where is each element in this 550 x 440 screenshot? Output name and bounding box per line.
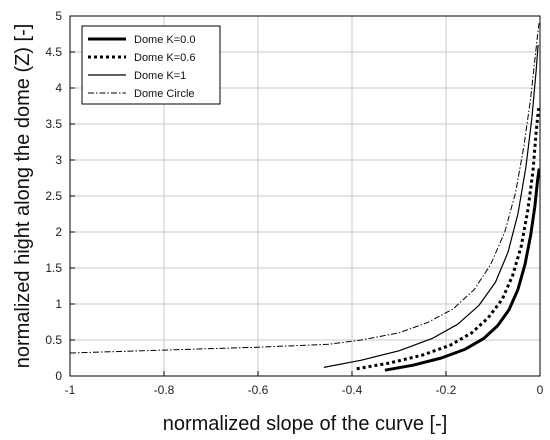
x-tick-label: -0.4 [342, 383, 363, 397]
x-tick-label: -0.6 [248, 383, 269, 397]
y-tick-label: 1.5 [45, 261, 62, 275]
series-lines [69, 23, 541, 372]
y-axis-title: normalized hight along the dome (Z) [-] [12, 24, 34, 369]
legend-label: Dome K=1 [134, 70, 186, 82]
x-axis-title: normalized slope of the curve [-] [163, 413, 448, 435]
series-line-4 [69, 23, 540, 354]
y-tick-label: 2 [55, 225, 62, 239]
legend-label: Dome Circle [134, 88, 195, 100]
y-tick-label: 3 [55, 153, 62, 167]
x-axis-ticks: -1 -0.8 -0.6 -0.4 -0.2 0 [65, 371, 544, 397]
y-tick-label: 2.5 [45, 189, 62, 203]
x-tick-label: -0.8 [154, 383, 175, 397]
x-tick-label: -0.2 [436, 383, 457, 397]
y-axis-ticks: 0 0.5 1 1.5 2 2.5 3 3.5 4 4.5 5 [45, 9, 75, 383]
legend-label: Dome K=0.6 [134, 52, 195, 64]
y-tick-label: 5 [55, 9, 62, 23]
x-tick-label: 0 [537, 383, 544, 397]
y-tick-label: 0 [55, 369, 62, 383]
y-tick-label: 4 [55, 81, 62, 95]
y-tick-label: 4.5 [45, 45, 62, 59]
y-tick-label: 0.5 [45, 333, 62, 347]
x-tick-label: -1 [65, 383, 76, 397]
series-line-3 [323, 44, 539, 368]
series-line-2 [356, 108, 541, 371]
y-tick-label: 3.5 [45, 117, 62, 131]
y-tick-label: 1 [55, 297, 62, 311]
legend-label: Dome K=0.0 [134, 34, 195, 46]
legend: Dome K=0.0 Dome K=0.6 Dome K=1 Dome Circle [81, 25, 221, 105]
series-line-1 [384, 168, 541, 372]
